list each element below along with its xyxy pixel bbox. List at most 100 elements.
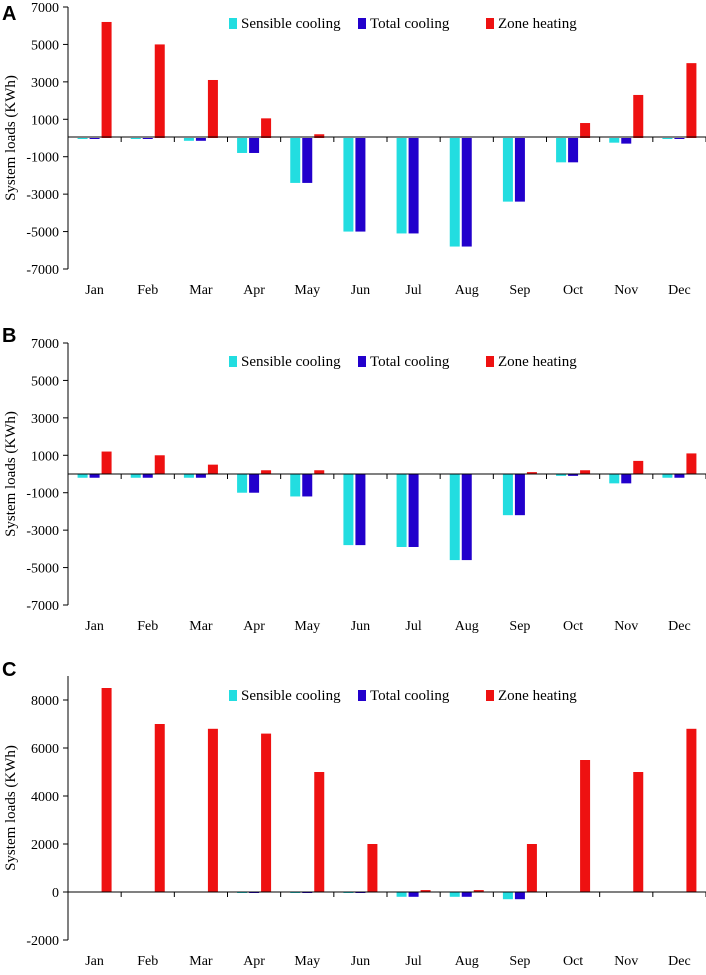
- bar-zone-heating-sep: [526, 472, 537, 474]
- y-tick-label: -3000: [26, 524, 59, 539]
- bar-total-cooling-mar: [195, 474, 206, 478]
- bar-total-cooling-oct: [568, 474, 579, 476]
- x-tick-label: Oct: [563, 283, 583, 298]
- bar-zone-heating-mar: [207, 728, 218, 892]
- bar-sensible-cooling-jan: [77, 138, 88, 139]
- bar-zone-heating-oct: [580, 123, 591, 138]
- bar-sensible-cooling-nov: [609, 138, 620, 143]
- legend-swatch: [229, 356, 237, 367]
- legend-swatch: [229, 690, 237, 701]
- x-tick-label: Aug: [455, 619, 479, 634]
- legend: Sensible cooling Total cooling Zone heatin…: [229, 688, 577, 704]
- bar-zone-heating-dec: [686, 728, 697, 892]
- bar-sensible-cooling-sep: [502, 892, 513, 900]
- bar-total-cooling-jul: [408, 474, 419, 547]
- bar-total-cooling-jun: [355, 138, 366, 232]
- y-tick-label: 5000: [31, 374, 59, 389]
- x-tick-label: Sep: [509, 954, 530, 969]
- y-tick-label: 1000: [31, 449, 59, 464]
- legend-swatch: [486, 356, 494, 367]
- chart-panel-a: A -7000 -5000 -3000 -1000 1000 3000 5000 7000 Sys…: [2, 1, 706, 298]
- bar-sensible-cooling-may: [290, 138, 301, 183]
- bar-sensible-cooling-jul: [396, 138, 407, 234]
- bar-total-cooling-may: [302, 138, 313, 183]
- bar-total-cooling-dec: [674, 138, 685, 139]
- bar-total-cooling-nov: [621, 474, 632, 484]
- legend-label: Sensible cooling: [241, 354, 341, 370]
- y-axis-label: System loads (KWh): [3, 411, 19, 537]
- x-tick-label: May: [294, 954, 320, 969]
- bar-zone-heating-apr: [261, 733, 272, 892]
- legend: Sensible cooling Total cooling Zone heatin…: [229, 354, 577, 370]
- x-tick-label: Dec: [668, 954, 691, 969]
- y-tick-label: -3000: [26, 188, 59, 203]
- legend-swatch: [229, 18, 237, 29]
- bar-zone-heating-dec: [686, 63, 697, 139]
- y-tick-label: 8000: [31, 694, 59, 709]
- legend-label: Zone heating: [498, 688, 577, 704]
- bar-zone-heating-nov: [633, 460, 644, 474]
- bar-sensible-cooling-feb: [130, 138, 141, 139]
- bar-total-cooling-jun: [355, 474, 366, 546]
- y-tick-label: 3000: [31, 76, 59, 91]
- x-tick-label: Mar: [189, 283, 213, 298]
- y-tick-label: 5000: [31, 38, 59, 53]
- y-tick-label: -7000: [26, 599, 59, 614]
- bar-total-cooling-feb: [142, 474, 153, 478]
- y-tick-label: 3000: [31, 412, 59, 427]
- bar-total-cooling-dec: [674, 474, 685, 478]
- bar-zone-heating-apr: [261, 118, 272, 138]
- bar-total-cooling-sep: [514, 474, 525, 516]
- bar-zone-heating-feb: [154, 44, 165, 138]
- x-tick-label: Jan: [85, 619, 104, 634]
- x-tick-label: Jun: [351, 619, 370, 634]
- legend-label: Total cooling: [370, 688, 450, 704]
- bar-sensible-cooling-sep: [502, 138, 513, 202]
- bar-zone-heating-sep: [526, 844, 537, 892]
- x-tick-label: Nov: [614, 954, 638, 969]
- y-tick-label: -1000: [26, 487, 59, 502]
- x-tick-label: Jan: [85, 954, 104, 969]
- bar-total-cooling-aug: [461, 474, 472, 561]
- x-tick-label: May: [294, 619, 320, 634]
- y-axis-label: System loads (KWh): [3, 75, 19, 201]
- x-tick-label: Jul: [405, 283, 421, 298]
- y-tick-label: 7000: [31, 337, 59, 352]
- x-tick-label: Aug: [455, 954, 479, 969]
- bar-zone-heating-nov: [633, 772, 644, 892]
- bar-sensible-cooling-jul: [396, 474, 407, 547]
- bar-sensible-cooling-sep: [502, 474, 513, 516]
- legend-swatch: [486, 690, 494, 701]
- x-tick-label: Dec: [668, 619, 691, 634]
- bar-total-cooling-jan: [89, 474, 100, 478]
- x-tick-label: Oct: [563, 954, 583, 969]
- bar-zone-heating-mar: [207, 79, 218, 138]
- y-tick-label: -2000: [26, 934, 59, 949]
- panel-label: B: [2, 325, 16, 347]
- y-tick-label: -7000: [26, 263, 59, 278]
- bar-zone-heating-feb: [154, 724, 165, 892]
- legend-swatch: [486, 18, 494, 29]
- bar-total-cooling-apr: [249, 138, 260, 153]
- bar-zone-heating-feb: [154, 455, 165, 474]
- bar-total-cooling-oct: [568, 138, 579, 163]
- bar-total-cooling-sep: [514, 892, 525, 900]
- legend-label: Sensible cooling: [241, 16, 341, 32]
- x-tick-label: Nov: [614, 619, 638, 634]
- bar-total-cooling-apr: [249, 474, 260, 493]
- x-tick-label: Feb: [137, 619, 158, 634]
- legend: Sensible cooling Total cooling Zone heatin…: [229, 16, 577, 32]
- bar-sensible-cooling-apr: [237, 474, 248, 493]
- legend-label: Total cooling: [370, 16, 450, 32]
- bar-total-cooling-jul: [408, 138, 419, 234]
- bar-zone-heating-jul: [420, 890, 431, 892]
- bar-sensible-cooling-jun: [343, 138, 354, 232]
- y-tick-label: 6000: [31, 742, 59, 757]
- bar-sensible-cooling-jun: [343, 474, 354, 546]
- bar-zone-heating-may: [314, 134, 325, 138]
- bar-zone-heating-jan: [101, 688, 112, 892]
- chart-panel-c: C -2000 0 2000 4000 6000 8000 System loads (KWh…: [2, 659, 706, 969]
- x-tick-label: Sep: [509, 619, 530, 634]
